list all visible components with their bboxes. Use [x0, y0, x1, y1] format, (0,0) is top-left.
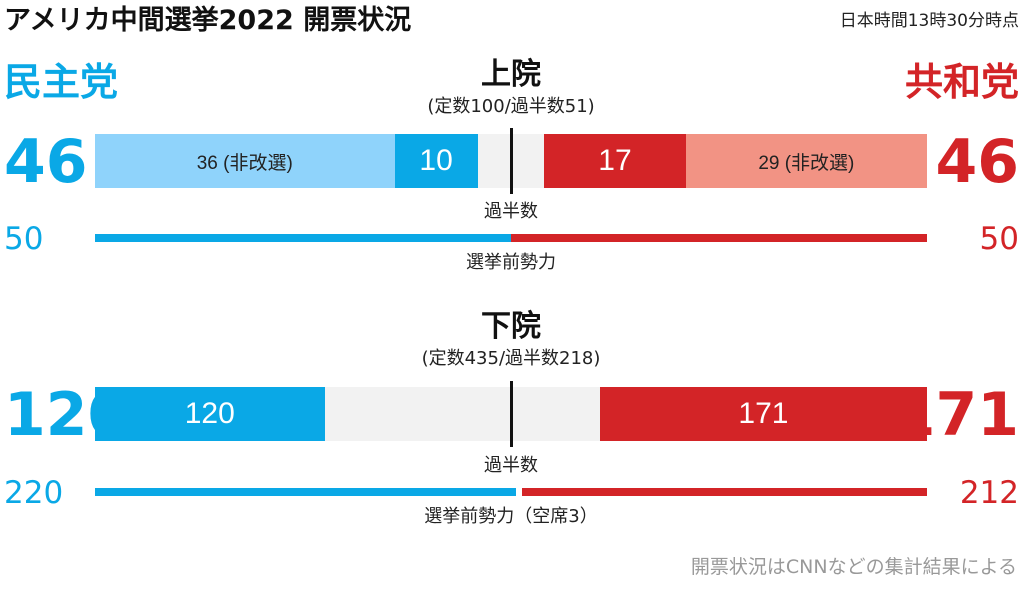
senate-prev-label: 選挙前勢力 — [466, 252, 556, 273]
senate-dem-won-label: 10 — [419, 144, 453, 177]
senate-rep-noncontested-bar: 29 (非改選) — [685, 134, 927, 188]
senate-rep-prev-line — [511, 234, 927, 242]
senate-dem-won-bar: 10 — [394, 134, 478, 188]
senate-rep-noncontested-label: 29 (非改選) — [758, 152, 855, 174]
senate-dem-prev: 50 — [4, 221, 44, 257]
house-dem-won-bar: 120 — [95, 387, 325, 441]
senate-rep-won-label: 17 — [598, 144, 632, 177]
house-prev-label: 選挙前勢力（空席3） — [424, 506, 598, 527]
senate-dem-total: 46 — [4, 127, 88, 197]
dem-party-label: 民主党 — [4, 60, 119, 104]
house-rep-prev-line — [521, 488, 927, 496]
senate-info: (定数100/過半数51) — [427, 96, 595, 117]
house-dem-won-label: 120 — [184, 397, 235, 430]
senate-dem-noncontested-bar: 36 (非改選) — [95, 134, 395, 188]
house-dem-prev: 220 — [4, 475, 64, 511]
senate-dem-noncontested-label: 36 (非改選) — [196, 152, 293, 174]
rep-party-label: 共和党 — [904, 60, 1019, 104]
house-rep-won-label: 171 — [738, 397, 789, 430]
timestamp: 日本時間13時30分時点 — [839, 11, 1019, 31]
page-title: アメリカ中間選挙2022 開票状況 — [4, 5, 412, 36]
senate-rep-won-bar: 17 — [544, 134, 686, 188]
senate-majority-line — [510, 128, 513, 194]
house-majority-label: 過半数 — [484, 455, 538, 476]
house-title: 下院 — [481, 309, 541, 344]
house-info: (定数435/過半数218) — [421, 348, 601, 369]
senate-rep-total: 46 — [935, 127, 1020, 197]
source-note: 開票状況はCNNなどの集計結果による — [690, 556, 1017, 578]
house-rep-prev: 212 — [959, 475, 1019, 511]
senate-title: 上院 — [481, 57, 541, 92]
senate-rep-prev: 50 — [979, 221, 1019, 257]
house-dem-prev-line — [95, 488, 516, 496]
house-majority-line — [510, 381, 513, 447]
senate-dem-prev-line — [95, 234, 511, 242]
senate-majority-label: 過半数 — [484, 201, 538, 222]
house-rep-won-bar: 171 — [599, 387, 927, 441]
